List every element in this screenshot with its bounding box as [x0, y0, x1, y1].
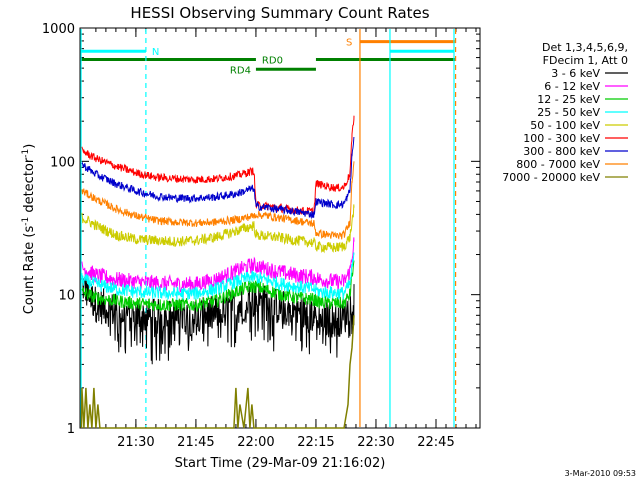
legend-header: Det 1,3,4,5,6,9,	[542, 41, 628, 54]
y-tick-label: 100	[50, 155, 75, 170]
plot-frame	[79, 27, 481, 429]
legend-entry-label: 7000 - 20000 keV	[502, 171, 600, 184]
legend-header: FDecim 1, Att 0	[543, 54, 628, 67]
flag-bars: N S RD0 RD4	[81, 38, 456, 76]
series-line	[81, 204, 355, 254]
y-tick-label: 1	[67, 422, 75, 437]
legend-entry-label: 25 - 50 keV	[537, 106, 600, 119]
x-tick-label: 21:30	[117, 435, 154, 450]
legend-entry-label: 3 - 6 keV	[551, 67, 600, 80]
series-line	[81, 161, 355, 240]
series-line	[81, 136, 355, 220]
flag-label-n: N	[152, 47, 159, 58]
x-axis: 21:30 21:45 22:00 22:15 22:30 22:45	[95, 28, 477, 450]
series-line	[81, 276, 355, 365]
legend-entry-label: 800 - 7000 keV	[516, 158, 600, 171]
series-line	[80, 315, 355, 429]
y-label-end: )	[22, 144, 37, 149]
y-label-sup1: -1	[21, 217, 31, 226]
flag-label-s: S	[346, 38, 352, 49]
x-tick-label: 21:45	[177, 435, 214, 450]
legend-entry-label: 50 - 100 keV	[530, 119, 600, 132]
legend: Det 1,3,4,5,6,9,FDecim 1, Att 03 - 6 keV…	[502, 41, 628, 184]
series-line	[81, 252, 355, 301]
x-tick-label: 22:15	[297, 435, 334, 450]
series-group	[80, 115, 355, 429]
y-label-mid: detector	[22, 157, 37, 217]
x-tick-label: 22:45	[417, 435, 454, 450]
series-line	[81, 115, 355, 216]
x-tick-label: 22:30	[357, 435, 394, 450]
y-label-sup2: -1	[21, 149, 31, 158]
series-line	[81, 260, 355, 313]
legend-entry-label: 12 - 25 keV	[537, 93, 600, 106]
y-label-main: Count Rate (s	[22, 226, 37, 315]
series-line	[81, 237, 355, 293]
flag-label-rd0: RD0	[262, 56, 283, 67]
x-tick-label: 22:00	[237, 435, 274, 450]
y-axis-label: Count Rate (s-1 detector-1)	[21, 144, 37, 315]
legend-entry-label: 300 - 800 keV	[523, 145, 600, 158]
chart-title: HESSI Observing Summary Count Rates	[130, 4, 429, 22]
plot-border	[79, 27, 481, 429]
legend-entry-label: 6 - 12 keV	[544, 80, 600, 93]
flag-label-rd4: RD4	[230, 65, 251, 76]
x-axis-label: Start Time (29-Mar-09 21:16:02)	[175, 456, 386, 471]
footer-date: 3-Mar-2010 09:53	[565, 469, 636, 478]
legend-entry-label: 100 - 300 keV	[523, 132, 600, 145]
y-axis: 1 10 100 1000	[42, 22, 480, 437]
y-tick-label: 1000	[42, 22, 75, 37]
y-tick-label: 10	[58, 289, 75, 304]
vertical-markers	[80, 29, 457, 427]
